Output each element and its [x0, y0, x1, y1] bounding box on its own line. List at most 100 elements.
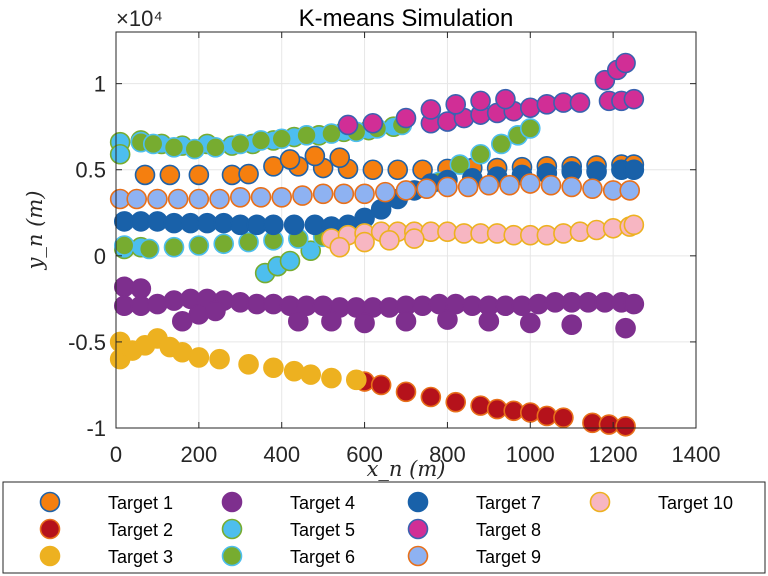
data-point	[333, 183, 355, 205]
data-point	[437, 309, 458, 330]
ticks: 0 200 400 600 800 1000 1200 1400 -1 -0.5 0 0.5 1	[68, 32, 720, 467]
data-point	[623, 88, 645, 110]
x-tick-label: 1200	[589, 442, 638, 467]
data-point	[188, 235, 210, 256]
y-axis-label: y_n (m)	[23, 191, 47, 271]
data-point	[283, 360, 305, 382]
y-exponent-label: ×10⁴	[116, 6, 163, 31]
data-point	[561, 176, 583, 198]
legend-item: Target 8	[407, 518, 541, 540]
legend-marker	[407, 545, 429, 567]
x-tick-label: 0	[110, 442, 122, 467]
legend-item: Target 3	[39, 545, 173, 567]
legend-marker	[39, 491, 61, 513]
data-point	[283, 214, 305, 236]
data-point	[420, 99, 442, 120]
legend-marker	[407, 518, 429, 540]
legend-label: Target 7	[476, 493, 541, 513]
data-point	[329, 236, 351, 258]
x-tick-label: 200	[180, 442, 217, 467]
data-point	[490, 133, 512, 155]
data-point	[188, 304, 210, 325]
data-point	[292, 185, 313, 206]
x-tick-label: 1400	[672, 442, 721, 467]
data-point	[354, 231, 375, 253]
data-point	[582, 178, 603, 199]
legend-label: Target 5	[290, 520, 355, 540]
legend-label: Target 3	[108, 547, 173, 567]
data-point	[395, 310, 417, 332]
data-point	[519, 97, 541, 119]
data-point	[163, 236, 185, 258]
data-point	[113, 235, 135, 256]
x-tick-label: 600	[346, 442, 383, 467]
data-point	[287, 310, 309, 332]
data-point	[370, 199, 392, 220]
data-point	[370, 374, 392, 396]
data-point	[321, 367, 342, 389]
data-point	[263, 214, 284, 236]
legend-marker	[221, 518, 243, 540]
data-point	[250, 130, 272, 151]
legend-label: Target 6	[290, 547, 355, 567]
data-point	[213, 233, 235, 255]
data-point	[519, 118, 541, 139]
legend-marker	[221, 491, 243, 513]
data-point	[238, 231, 259, 253]
data-point	[623, 159, 645, 181]
data-point	[416, 178, 438, 199]
series-3	[109, 328, 367, 391]
data-point	[519, 312, 541, 334]
legend-label: Target 10	[658, 493, 733, 513]
legend-marker	[39, 518, 61, 540]
data-point	[615, 317, 636, 339]
data-point	[209, 188, 230, 210]
data-point	[300, 240, 322, 261]
x-tick-label: 400	[263, 442, 300, 467]
data-point	[329, 147, 351, 168]
legend-item: Target 10	[589, 491, 733, 513]
data-point	[354, 183, 375, 205]
legend-label: Target 9	[476, 547, 541, 567]
legend-label: Target 4	[290, 493, 355, 513]
data-point	[519, 402, 541, 423]
data-point	[134, 164, 156, 186]
data-point	[271, 128, 293, 150]
data-point	[205, 300, 226, 322]
data-point	[354, 312, 375, 334]
axes-box	[115, 31, 697, 429]
data-point	[337, 114, 359, 136]
data-point	[561, 314, 583, 335]
data-point	[229, 133, 251, 155]
legend-item: Target 6	[221, 545, 355, 567]
data-point	[395, 381, 417, 403]
legend-label: Target 2	[108, 520, 173, 540]
data-point	[238, 353, 259, 375]
data-point	[345, 369, 367, 391]
data-point	[126, 188, 148, 210]
points-layer	[109, 52, 645, 437]
data-point	[387, 159, 409, 181]
data-point	[569, 92, 591, 113]
data-point	[250, 186, 272, 208]
legend: Target 1 Target 2 Target 3 Target 4 Target 5…	[2, 481, 766, 574]
data-point	[457, 176, 479, 198]
data-point	[623, 214, 645, 236]
series-10	[321, 214, 645, 258]
data-point	[238, 163, 259, 185]
y-tick-label: 0.5	[75, 158, 106, 183]
data-point	[615, 52, 636, 74]
data-point	[167, 188, 189, 210]
x-tick-label: 800	[429, 442, 466, 467]
legend-item: Target 9	[407, 545, 541, 567]
legend-marker	[221, 545, 243, 567]
legend-item: Target 1	[39, 491, 173, 513]
data-point	[279, 149, 301, 170]
data-point	[147, 188, 168, 210]
data-point	[470, 395, 491, 416]
data-point	[188, 347, 210, 368]
data-point	[142, 133, 164, 155]
data-point	[321, 310, 342, 332]
legend-box	[2, 481, 766, 574]
data-point	[205, 137, 226, 158]
